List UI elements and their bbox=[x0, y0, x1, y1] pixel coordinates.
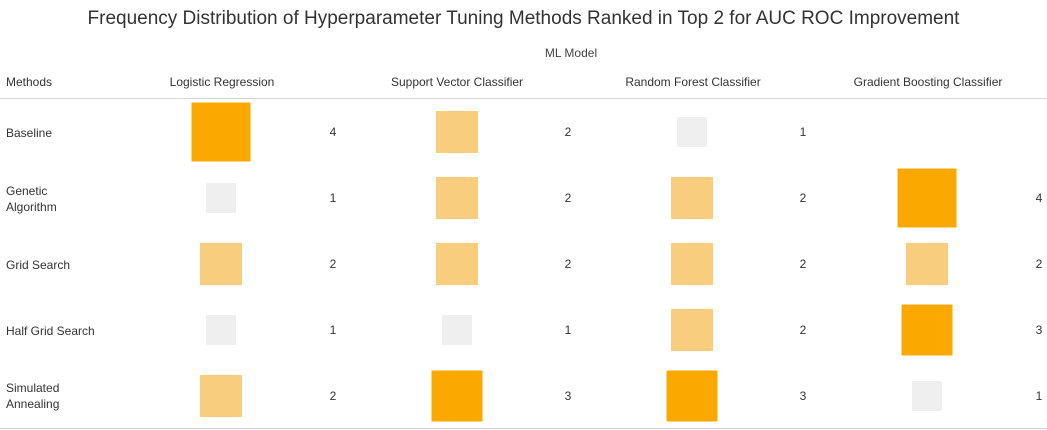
row-label-grid-search: Grid Search bbox=[6, 258, 71, 272]
column-header-random-forest-classifier: Random Forest Classifier bbox=[625, 75, 761, 89]
data-label-simulated-annealing-gradient-boosting-classifier: 1 bbox=[1036, 389, 1043, 403]
heatmap-cell-half-grid-search-support-vector-classifier bbox=[442, 315, 472, 345]
column-group-label: ML Model bbox=[544, 46, 598, 60]
chart-title: Frequency Distribution of Hyperparameter… bbox=[87, 8, 960, 29]
heatmap-cell-simulated-annealing-random-forest-classifier bbox=[666, 370, 718, 422]
heatmap-cell-genetic-algorithm-logistic-regression bbox=[206, 183, 236, 213]
data-label-simulated-annealing-random-forest-classifier: 3 bbox=[800, 389, 807, 403]
heatmap-cell-half-grid-search-random-forest-classifier bbox=[671, 309, 713, 351]
row-label-genetic-algorithm: Genetic Algorithm bbox=[6, 184, 57, 214]
heatmap-cell-half-grid-search-logistic-regression bbox=[206, 315, 236, 345]
heatmap-cell-simulated-annealing-gradient-boosting-classifier bbox=[912, 381, 942, 411]
row-header-title: Methods bbox=[6, 75, 53, 89]
row-label-simulated-annealing: Simulated Annealing bbox=[6, 381, 60, 411]
column-header-support-vector-classifier: Support Vector Classifier bbox=[390, 75, 524, 89]
data-label-grid-search-gradient-boosting-classifier: 2 bbox=[1036, 257, 1043, 271]
heatmap-cell-genetic-algorithm-gradient-boosting-classifier bbox=[897, 168, 957, 228]
heatmap-cell-half-grid-search-gradient-boosting-classifier bbox=[901, 304, 953, 356]
data-label-genetic-algorithm-logistic-regression: 1 bbox=[330, 191, 337, 205]
heatmap-cell-grid-search-gradient-boosting-classifier bbox=[906, 243, 948, 285]
heatmap-cell-simulated-annealing-logistic-regression bbox=[200, 375, 242, 417]
data-label-half-grid-search-random-forest-classifier: 2 bbox=[800, 323, 807, 337]
data-label-half-grid-search-support-vector-classifier: 1 bbox=[565, 323, 572, 337]
heatmap-cell-simulated-annealing-support-vector-classifier bbox=[431, 370, 483, 422]
data-label-grid-search-random-forest-classifier: 2 bbox=[800, 257, 807, 271]
data-label-grid-search-support-vector-classifier: 2 bbox=[565, 257, 572, 271]
data-label-genetic-algorithm-support-vector-classifier: 2 bbox=[565, 191, 572, 205]
row-label-baseline: Baseline bbox=[6, 126, 53, 140]
data-label-genetic-algorithm-random-forest-classifier: 2 bbox=[800, 191, 807, 205]
data-label-simulated-annealing-logistic-regression: 2 bbox=[330, 389, 337, 403]
heatmap-cell-grid-search-random-forest-classifier bbox=[671, 243, 713, 285]
data-label-half-grid-search-gradient-boosting-classifier: 3 bbox=[1036, 323, 1043, 337]
data-label-half-grid-search-logistic-regression: 1 bbox=[330, 323, 337, 337]
heatmap-cell-grid-search-logistic-regression bbox=[200, 243, 242, 285]
heatmap-cell-baseline-random-forest-classifier bbox=[677, 117, 707, 147]
data-label-grid-search-logistic-regression: 2 bbox=[330, 257, 337, 271]
data-label-genetic-algorithm-gradient-boosting-classifier: 4 bbox=[1036, 191, 1043, 205]
data-label-baseline-support-vector-classifier: 2 bbox=[565, 125, 572, 139]
row-label-half-grid-search: Half Grid Search bbox=[6, 324, 95, 338]
column-header-logistic-regression: Logistic Regression bbox=[169, 75, 275, 89]
column-header-gradient-boosting-classifier: Gradient Boosting Classifier bbox=[853, 75, 1003, 89]
data-label-baseline-random-forest-classifier: 1 bbox=[800, 125, 807, 139]
heatmap-cell-baseline-support-vector-classifier bbox=[436, 111, 478, 153]
heatmap-cell-genetic-algorithm-support-vector-classifier bbox=[436, 177, 478, 219]
header-divider bbox=[0, 98, 1047, 99]
bottom-divider bbox=[0, 428, 1047, 429]
data-label-baseline-logistic-regression: 4 bbox=[330, 125, 337, 139]
heatmap-cell-baseline-logistic-regression bbox=[191, 102, 251, 162]
data-label-simulated-annealing-support-vector-classifier: 3 bbox=[565, 389, 572, 403]
heatmap-cell-grid-search-support-vector-classifier bbox=[436, 243, 478, 285]
heatmap-cell-genetic-algorithm-random-forest-classifier bbox=[671, 177, 713, 219]
